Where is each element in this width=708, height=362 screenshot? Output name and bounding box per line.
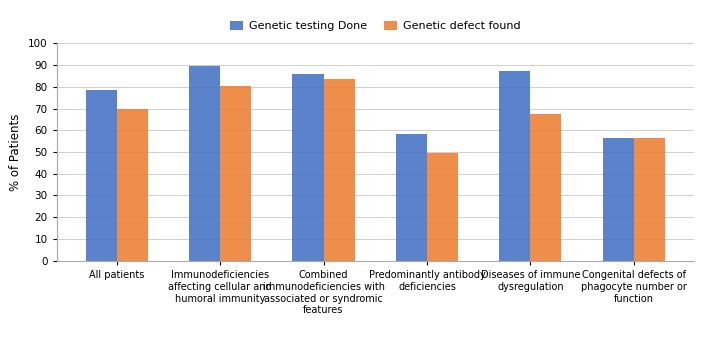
- Bar: [427, 153, 458, 261]
- Bar: [499, 71, 530, 261]
- Bar: [324, 79, 355, 261]
- Bar: [530, 114, 561, 261]
- Bar: [220, 86, 251, 261]
- Bar: [86, 90, 117, 261]
- Y-axis label: % of Patients: % of Patients: [9, 113, 23, 191]
- Bar: [117, 109, 148, 261]
- Bar: [603, 138, 634, 261]
- Bar: [292, 74, 324, 261]
- Legend: Genetic testing Done, Genetic defect found: Genetic testing Done, Genetic defect fou…: [226, 16, 525, 36]
- Bar: [634, 138, 665, 261]
- Bar: [189, 66, 220, 261]
- Bar: [396, 134, 427, 261]
